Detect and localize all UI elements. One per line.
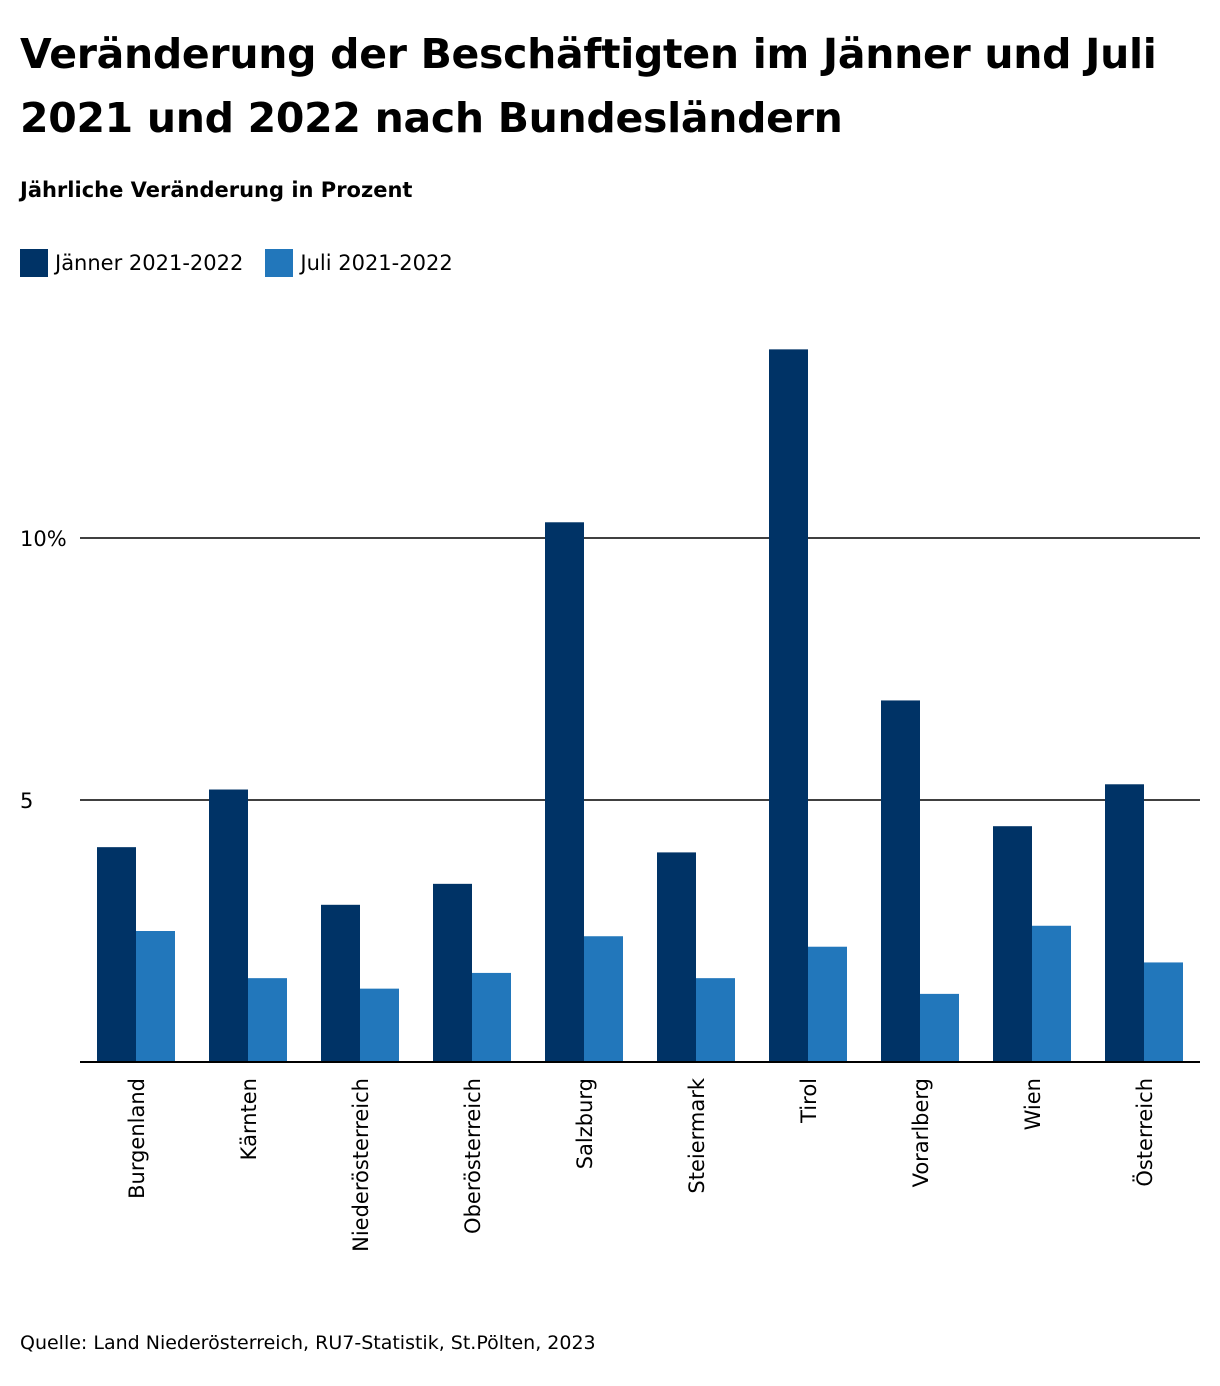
x-tick-label-wien: Wien <box>1021 1078 1045 1130</box>
bar-wien-juli <box>1032 925 1071 1062</box>
legend-label-jaenner: Jänner 2021-2022 <box>55 251 244 275</box>
bar-tirol-jaenner <box>769 349 808 1062</box>
legend-item-juli: Juli 2021-2022 <box>265 249 453 277</box>
x-tick-label-tirol: Tirol <box>797 1078 821 1124</box>
source-note: Quelle: Land Niederösterreich, RU7-Stati… <box>20 1332 596 1354</box>
bar-steiermark-juli <box>696 978 735 1062</box>
bar-niederosterreich-juli <box>360 988 399 1062</box>
bar-osterreich-jaenner <box>1105 784 1144 1062</box>
x-tick-label-steiermark: Steiermark <box>685 1077 709 1193</box>
bar-karnten-juli <box>248 978 287 1062</box>
x-tick-label-burgenland: Burgenland <box>125 1078 149 1199</box>
x-tick-label-karnten: Kärnten <box>237 1078 261 1160</box>
bar-osterreich-juli <box>1144 962 1183 1062</box>
bar-vorarlberg-jaenner <box>881 700 920 1062</box>
bar-vorarlberg-juli <box>920 993 959 1062</box>
x-tick-label-osterreich: Österreich <box>1132 1078 1157 1187</box>
bar-burgenland-jaenner <box>97 847 136 1062</box>
bar-tirol-juli <box>808 946 847 1062</box>
legend-swatch-juli <box>265 249 294 277</box>
bar-salzburg-jaenner <box>545 522 584 1062</box>
legend: Jänner 2021-2022 Juli 2021-2022 <box>20 249 475 277</box>
bar-niederosterreich-jaenner <box>321 904 360 1062</box>
y-tick-label-5: 5 <box>20 789 33 813</box>
bar-chart: 5 10% Burgenland Kärnten Niederösterreich Obe… <box>20 349 1200 1252</box>
chart-subtitle: Jährliche Veränderung in Prozent <box>20 178 413 202</box>
bar-karnten-jaenner <box>209 789 248 1062</box>
bar-oberosterreich-juli <box>472 972 511 1062</box>
chart-title: Veränderung der Beschäftigten im Jänner … <box>20 30 1157 142</box>
bar-burgenland-juli <box>136 931 175 1062</box>
legend-label-juli: Juli 2021-2022 <box>300 251 453 275</box>
x-tick-label-vorarlberg: Vorarlberg <box>909 1078 933 1187</box>
x-tick-label-niederosterreich: Niederösterreich <box>349 1078 373 1252</box>
bar-wien-jaenner <box>993 826 1032 1062</box>
x-tick-label-salzburg: Salzburg <box>573 1078 597 1169</box>
bar-steiermark-jaenner <box>657 852 696 1062</box>
bar-salzburg-juli <box>584 936 623 1062</box>
y-tick-label-10: 10% <box>20 527 67 551</box>
x-tick-label-oberosterreich: Oberösterreich <box>461 1078 485 1234</box>
legend-item-jaenner: Jänner 2021-2022 <box>20 249 243 277</box>
legend-swatch-jaenner <box>20 249 48 277</box>
bar-oberosterreich-jaenner <box>433 883 472 1062</box>
